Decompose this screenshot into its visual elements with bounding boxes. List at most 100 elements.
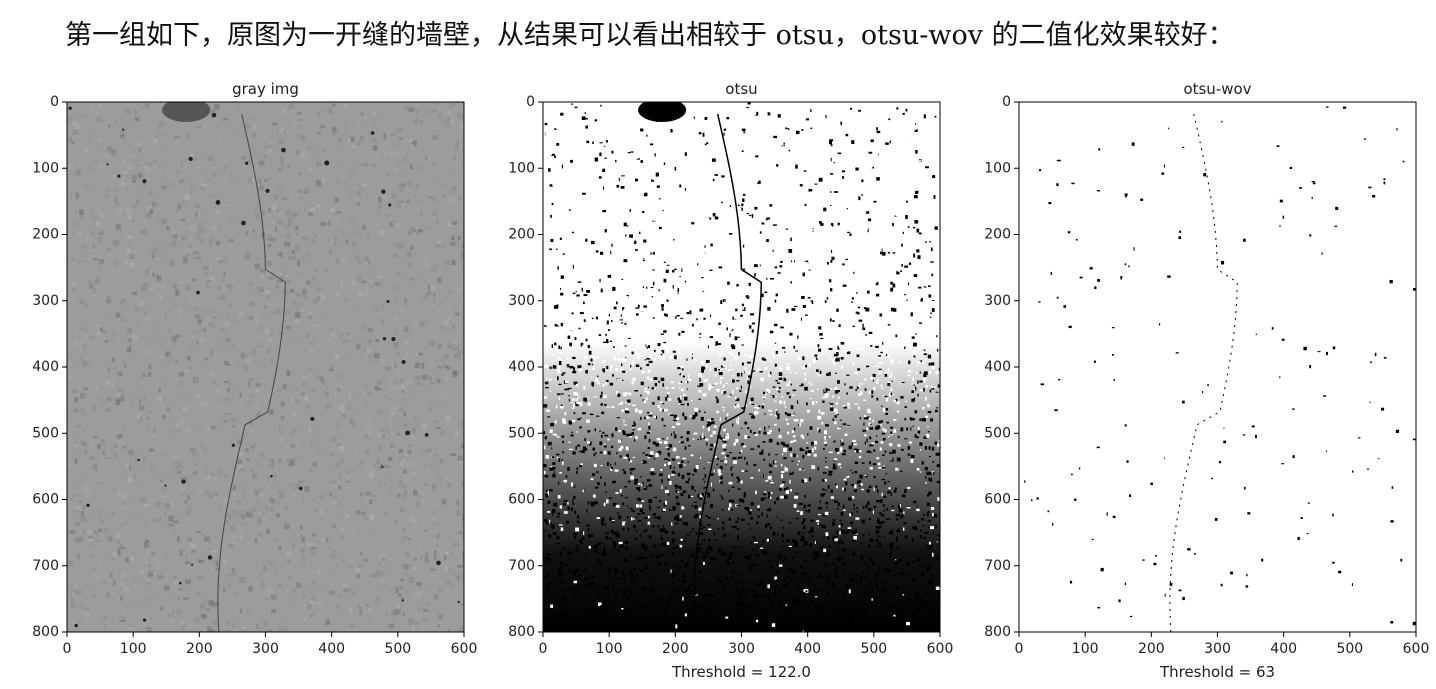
texture bbox=[136, 412, 141, 418]
speck bbox=[794, 551, 799, 554]
texture bbox=[380, 304, 385, 311]
texture bbox=[195, 314, 201, 319]
texture bbox=[211, 619, 218, 626]
texture bbox=[69, 588, 75, 592]
speck bbox=[924, 193, 928, 196]
texture bbox=[119, 356, 123, 360]
speck bbox=[599, 441, 603, 446]
speck bbox=[679, 515, 682, 518]
speck bbox=[810, 236, 813, 239]
caption: 第一组如下，原图为一开缝的墙壁，从结果可以看出相较于 otsu，otsu-wov… bbox=[65, 20, 1235, 51]
texture bbox=[392, 220, 399, 223]
speck bbox=[728, 142, 733, 145]
speck bbox=[672, 506, 676, 511]
speck bbox=[764, 122, 767, 125]
texture bbox=[266, 528, 270, 535]
texture bbox=[421, 298, 427, 301]
speck bbox=[613, 190, 618, 193]
texture bbox=[334, 135, 337, 141]
speck bbox=[681, 506, 684, 509]
speck bbox=[905, 157, 909, 162]
texture bbox=[199, 489, 205, 495]
speck bbox=[811, 465, 816, 469]
texture bbox=[331, 494, 337, 501]
speck bbox=[676, 314, 680, 317]
speck bbox=[705, 366, 708, 368]
texture bbox=[461, 455, 464, 459]
speck bbox=[721, 175, 725, 178]
speck bbox=[548, 239, 551, 243]
speck bbox=[575, 291, 577, 293]
speck bbox=[752, 414, 755, 417]
texture bbox=[92, 258, 98, 261]
speck bbox=[919, 418, 923, 421]
texture bbox=[185, 555, 188, 559]
speck bbox=[817, 374, 822, 377]
texture bbox=[411, 433, 415, 440]
speck bbox=[719, 263, 722, 266]
speck bbox=[667, 392, 670, 394]
speck bbox=[778, 600, 782, 605]
speck bbox=[637, 559, 640, 562]
speck bbox=[641, 543, 645, 548]
texture bbox=[374, 597, 380, 604]
texture bbox=[201, 534, 206, 537]
texture bbox=[403, 403, 407, 407]
speck bbox=[742, 242, 745, 245]
speck bbox=[902, 612, 904, 617]
texture bbox=[114, 465, 117, 469]
speck bbox=[588, 615, 591, 619]
speck bbox=[895, 398, 898, 402]
speck bbox=[627, 344, 630, 346]
texture bbox=[225, 412, 231, 415]
texture bbox=[422, 608, 429, 613]
speck bbox=[658, 277, 662, 280]
speck bbox=[609, 382, 614, 386]
speck bbox=[693, 116, 696, 120]
speck bbox=[547, 629, 550, 632]
speck bbox=[646, 357, 651, 360]
speck bbox=[706, 142, 709, 145]
speck bbox=[847, 168, 850, 173]
speck bbox=[660, 183, 665, 188]
speck bbox=[543, 318, 547, 322]
speck bbox=[788, 297, 792, 300]
speck bbox=[586, 419, 590, 423]
texture bbox=[302, 604, 308, 607]
speck bbox=[898, 177, 903, 180]
speck bbox=[575, 402, 579, 407]
speck bbox=[817, 137, 821, 140]
speck bbox=[692, 105, 695, 109]
texture bbox=[324, 352, 328, 356]
texture bbox=[298, 188, 302, 194]
speck bbox=[862, 576, 866, 578]
texture bbox=[168, 417, 174, 420]
texture bbox=[412, 229, 417, 232]
texture bbox=[320, 124, 325, 129]
texture bbox=[331, 524, 337, 529]
speck bbox=[824, 479, 827, 482]
speck bbox=[562, 595, 567, 598]
speck bbox=[718, 167, 722, 170]
speck bbox=[915, 122, 919, 125]
speck bbox=[890, 452, 893, 454]
speck bbox=[834, 387, 838, 390]
speck bbox=[616, 301, 618, 305]
speck bbox=[762, 538, 765, 543]
spot bbox=[405, 430, 410, 436]
speck bbox=[932, 552, 934, 557]
speck bbox=[651, 151, 655, 155]
texture bbox=[322, 553, 328, 560]
texture bbox=[404, 573, 411, 577]
speck bbox=[851, 615, 855, 618]
texture bbox=[96, 117, 102, 123]
speck bbox=[581, 287, 583, 292]
speck bbox=[651, 186, 653, 190]
speck bbox=[695, 318, 698, 321]
texture bbox=[300, 605, 303, 608]
texture bbox=[245, 312, 251, 319]
speck bbox=[730, 499, 735, 503]
speck bbox=[930, 247, 933, 252]
texture bbox=[195, 462, 198, 466]
texture bbox=[79, 356, 84, 362]
